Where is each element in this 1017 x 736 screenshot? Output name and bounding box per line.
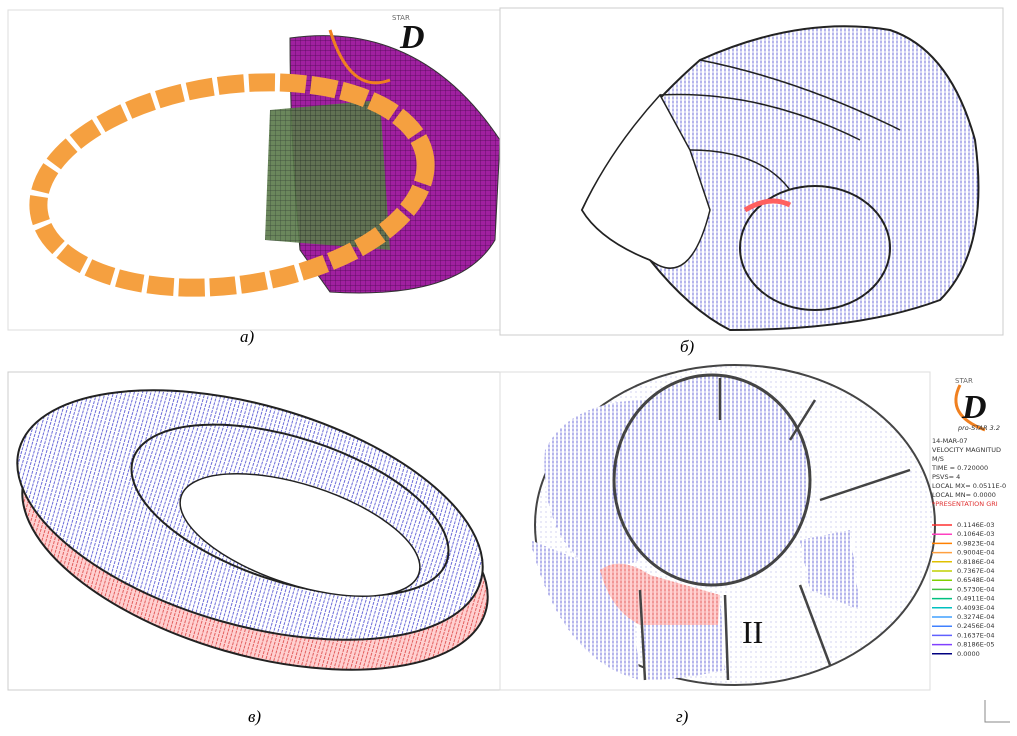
legend-label: 0.0000 — [957, 650, 980, 658]
panel-c: в) — [0, 343, 516, 726]
software: pro-STAR 3.2 — [957, 424, 1000, 432]
legend-label: 0.8186E-05 — [957, 641, 994, 649]
local-min: LOCAL MN= 0.0000 — [932, 491, 996, 499]
logo-letter: D — [961, 389, 987, 426]
region-label: II — [742, 614, 763, 650]
figure: STAR D а) б) в) II г) STAR — [0, 0, 1017, 736]
legend-label: 0.3274E-04 — [957, 613, 994, 621]
caption: б) — [680, 337, 695, 356]
legend: STAR D pro-STAR 3.2 14-MAR-07 VELOCITY M… — [931, 377, 1010, 722]
caption: а) — [240, 327, 255, 346]
quantity: VELOCITY MAGNITUD — [932, 446, 1001, 454]
units: M/S — [932, 455, 944, 463]
panel-d: II г) — [500, 365, 935, 726]
legend-label: 0.7367E-04 — [957, 567, 994, 575]
legend-label: 0.9823E-04 — [957, 539, 994, 547]
legend-label: 0.6548E-04 — [957, 576, 994, 584]
caption: г) — [676, 707, 689, 726]
legend-label: 0.8186E-04 — [957, 558, 994, 566]
legend-label: 0.1064E-03 — [957, 530, 994, 538]
legend-label: 0.1637E-04 — [957, 631, 994, 639]
psvs: PSVS= 4 — [932, 473, 960, 481]
inner-disc — [614, 375, 810, 585]
legend-label: 0.9004E-04 — [957, 549, 994, 557]
green-band — [265, 100, 390, 250]
legend-label: 0.1146E-03 — [957, 521, 994, 529]
logo-letter: D — [399, 19, 425, 56]
caption: в) — [248, 707, 261, 726]
panel-a: STAR D а) — [8, 10, 500, 346]
local-max: LOCAL MX= 0.0511E-0 — [932, 482, 1006, 490]
grid-note: *PRESENTATION GRI — [932, 500, 998, 508]
date: 14-MAR-07 — [932, 437, 968, 445]
legend-label: 0.4911E-04 — [957, 595, 994, 603]
time: TIME = 0.720000 — [931, 464, 988, 472]
panel-b: б) — [500, 8, 1003, 356]
legend-label: 0.5730E-04 — [957, 585, 994, 593]
logo-star: STAR — [955, 377, 973, 385]
axis-triad — [985, 700, 1010, 722]
legend-label: 0.4093E-04 — [957, 604, 994, 612]
legend-label: 0.2456E-04 — [957, 622, 994, 630]
